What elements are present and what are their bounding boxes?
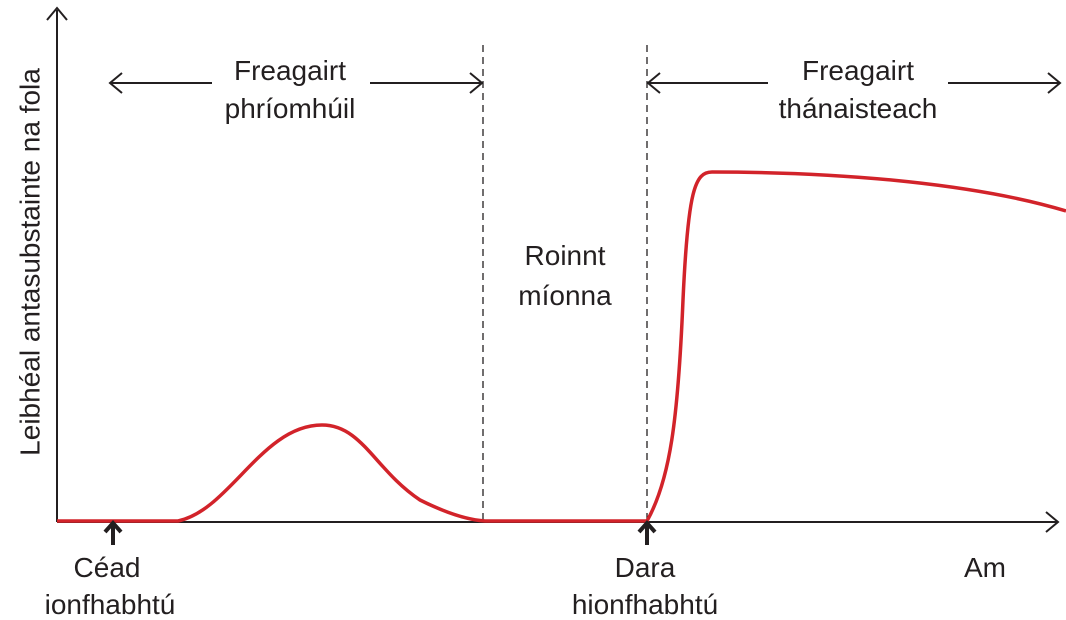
arrow-head bbox=[469, 72, 484, 94]
dividers bbox=[482, 45, 648, 521]
arrow-head bbox=[108, 72, 123, 94]
label: thánaisteach bbox=[779, 93, 938, 124]
y-axis-arrow bbox=[46, 6, 68, 21]
label: hionfhabhtú bbox=[572, 589, 718, 620]
label: Céad bbox=[74, 552, 141, 583]
label: Freagairt bbox=[234, 55, 346, 86]
label: Roinnt bbox=[525, 240, 606, 271]
span-arrows bbox=[108, 72, 1062, 94]
arrow-head bbox=[103, 519, 123, 534]
y-axis-label: Leibhéal antasubstainte na fola bbox=[14, 68, 45, 456]
antibody-curve bbox=[57, 170, 1066, 523]
arrow-head bbox=[1047, 72, 1062, 94]
label: Dara bbox=[615, 552, 676, 583]
arrow-head bbox=[637, 519, 657, 534]
label: phríomhúil bbox=[225, 93, 356, 124]
label: ionfhabhtú bbox=[45, 589, 176, 620]
infection-arrows bbox=[103, 519, 657, 545]
label: míonna bbox=[518, 280, 612, 311]
arrow-head bbox=[646, 72, 661, 94]
label: Freagairt bbox=[802, 55, 914, 86]
x-axis-label: Am bbox=[964, 552, 1006, 583]
x-axis-arrow bbox=[1045, 511, 1060, 533]
